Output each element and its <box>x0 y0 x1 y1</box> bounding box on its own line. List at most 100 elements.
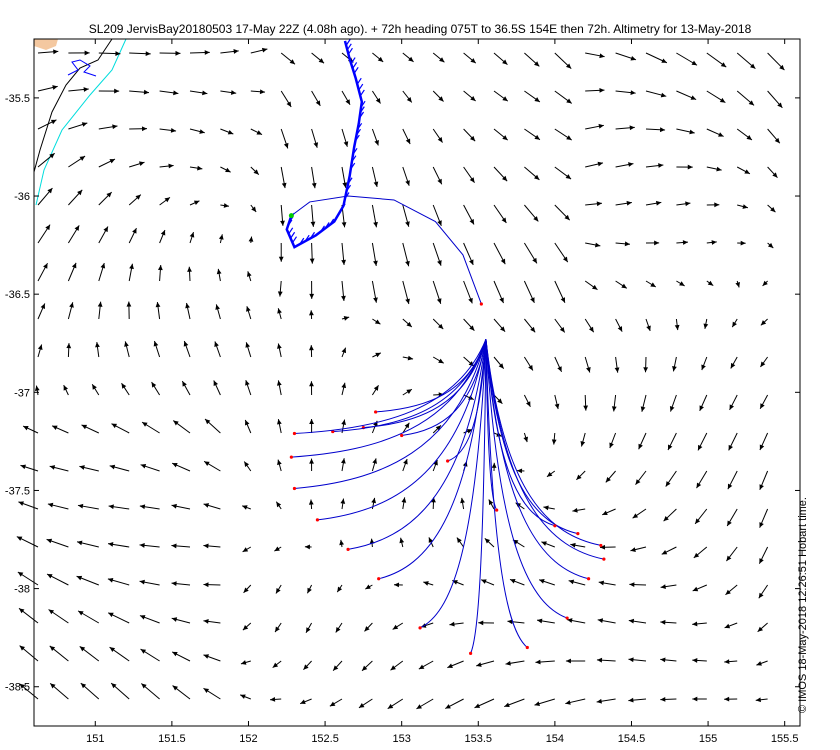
current-arrowhead <box>251 206 257 212</box>
current-arrowhead <box>199 129 205 134</box>
current-arrowhead <box>599 87 605 93</box>
current-arrowhead <box>685 201 691 207</box>
current-arrowhead <box>559 326 565 333</box>
current-arrowhead <box>392 624 399 630</box>
current-arrowhead <box>534 701 540 706</box>
coastline-land <box>33 38 127 206</box>
track-barb <box>310 231 316 239</box>
track-barb <box>355 128 361 136</box>
current-arrowhead <box>560 297 565 303</box>
current-arrowhead <box>628 657 634 663</box>
current-arrowhead <box>172 685 178 691</box>
forecast-endpoint <box>446 459 450 463</box>
current-arrowhead <box>523 436 529 443</box>
current-arrowhead <box>740 240 746 246</box>
current-arrowhead <box>308 499 314 505</box>
current-arrowhead <box>525 401 531 407</box>
y-tick-label: -36.5 <box>5 289 30 301</box>
current-arrowhead <box>502 135 508 141</box>
current-arrowhead <box>732 321 737 328</box>
coastline <box>33 38 113 173</box>
current-arrowhead <box>140 649 147 654</box>
current-arrowhead <box>562 256 568 263</box>
forecast-path <box>332 339 487 433</box>
current-arrowhead <box>502 175 508 182</box>
current-arrowhead <box>484 538 491 544</box>
current-arrowhead <box>468 361 474 367</box>
current-arrowhead <box>19 645 25 651</box>
current-arrowhead <box>253 169 259 175</box>
current-arrowhead <box>628 162 634 167</box>
current-arrowhead <box>580 440 586 447</box>
forecast-endpoint <box>374 410 378 414</box>
current-arrowhead <box>497 398 503 404</box>
current-arrowhead <box>95 342 100 348</box>
current-arrowhead <box>45 224 51 231</box>
current-arrowhead <box>390 665 396 671</box>
current-arrowhead <box>47 502 54 508</box>
forecast-endpoint <box>495 508 499 512</box>
current-vectors <box>16 47 785 710</box>
current-arrowhead <box>373 221 378 228</box>
current-arrowhead <box>375 352 381 358</box>
current-arrowhead <box>532 257 537 264</box>
current-arrowhead <box>233 49 239 54</box>
current-arrowhead <box>365 584 371 590</box>
current-arrowhead <box>19 683 25 689</box>
plot-frame <box>33 38 801 727</box>
current-arrowhead <box>728 444 734 451</box>
current-arrowhead <box>140 463 147 469</box>
current-arrowhead <box>777 102 783 108</box>
current-arrowhead <box>718 132 724 137</box>
current-arrowhead <box>602 510 608 516</box>
current-arrowhead <box>762 280 768 286</box>
current-arrowhead <box>759 484 764 490</box>
current-arrowhead <box>469 135 476 142</box>
current-arrowhead <box>197 165 203 171</box>
current-arrowhead <box>470 58 476 64</box>
current-arrowhead <box>405 180 410 186</box>
current-arrowhead <box>470 95 476 101</box>
track-barb <box>287 219 293 227</box>
current-arrowhead <box>309 345 314 351</box>
current-arrowhead <box>245 419 250 426</box>
current-arrowhead <box>596 698 602 704</box>
current-arrowhead <box>439 57 445 63</box>
current-arrowhead <box>341 382 347 389</box>
current-arrowhead <box>129 263 134 270</box>
current-arrowhead <box>108 504 114 510</box>
current-arrowhead <box>281 182 287 189</box>
current-arrowhead <box>50 119 57 125</box>
current-arrowhead <box>300 699 306 704</box>
shelf-contour <box>35 38 127 206</box>
current-arrowhead <box>111 423 118 429</box>
current-arrowhead <box>594 242 601 248</box>
current-arrowhead <box>76 575 83 581</box>
current-arrowhead <box>66 343 72 349</box>
current-arrowhead <box>182 381 187 387</box>
current-arrowhead <box>97 301 103 307</box>
current-arrowhead <box>139 161 145 167</box>
current-arrowhead <box>151 382 157 388</box>
current-arrowhead <box>478 620 484 626</box>
current-arrowhead <box>47 188 53 194</box>
current-arrowhead <box>107 577 114 583</box>
current-arrowhead <box>406 96 412 103</box>
current-arrowhead <box>759 558 764 564</box>
current-arrowhead <box>18 501 24 506</box>
current-arrowhead <box>405 298 410 305</box>
current-arrowhead <box>49 153 55 159</box>
current-arrowhead <box>537 618 543 624</box>
current-arrowhead <box>597 618 604 623</box>
current-arrowhead <box>403 458 408 465</box>
current-arrowhead <box>406 321 412 328</box>
current-arrowhead <box>626 200 632 206</box>
current-arrowhead <box>79 646 86 652</box>
current-arrowhead <box>586 367 591 373</box>
forecast-endpoint <box>418 626 422 630</box>
forecast-path <box>485 339 528 648</box>
current-arrowhead <box>175 50 181 56</box>
current-arrowhead <box>79 156 86 161</box>
current-arrowhead <box>530 326 536 333</box>
current-arrowhead <box>345 99 351 105</box>
